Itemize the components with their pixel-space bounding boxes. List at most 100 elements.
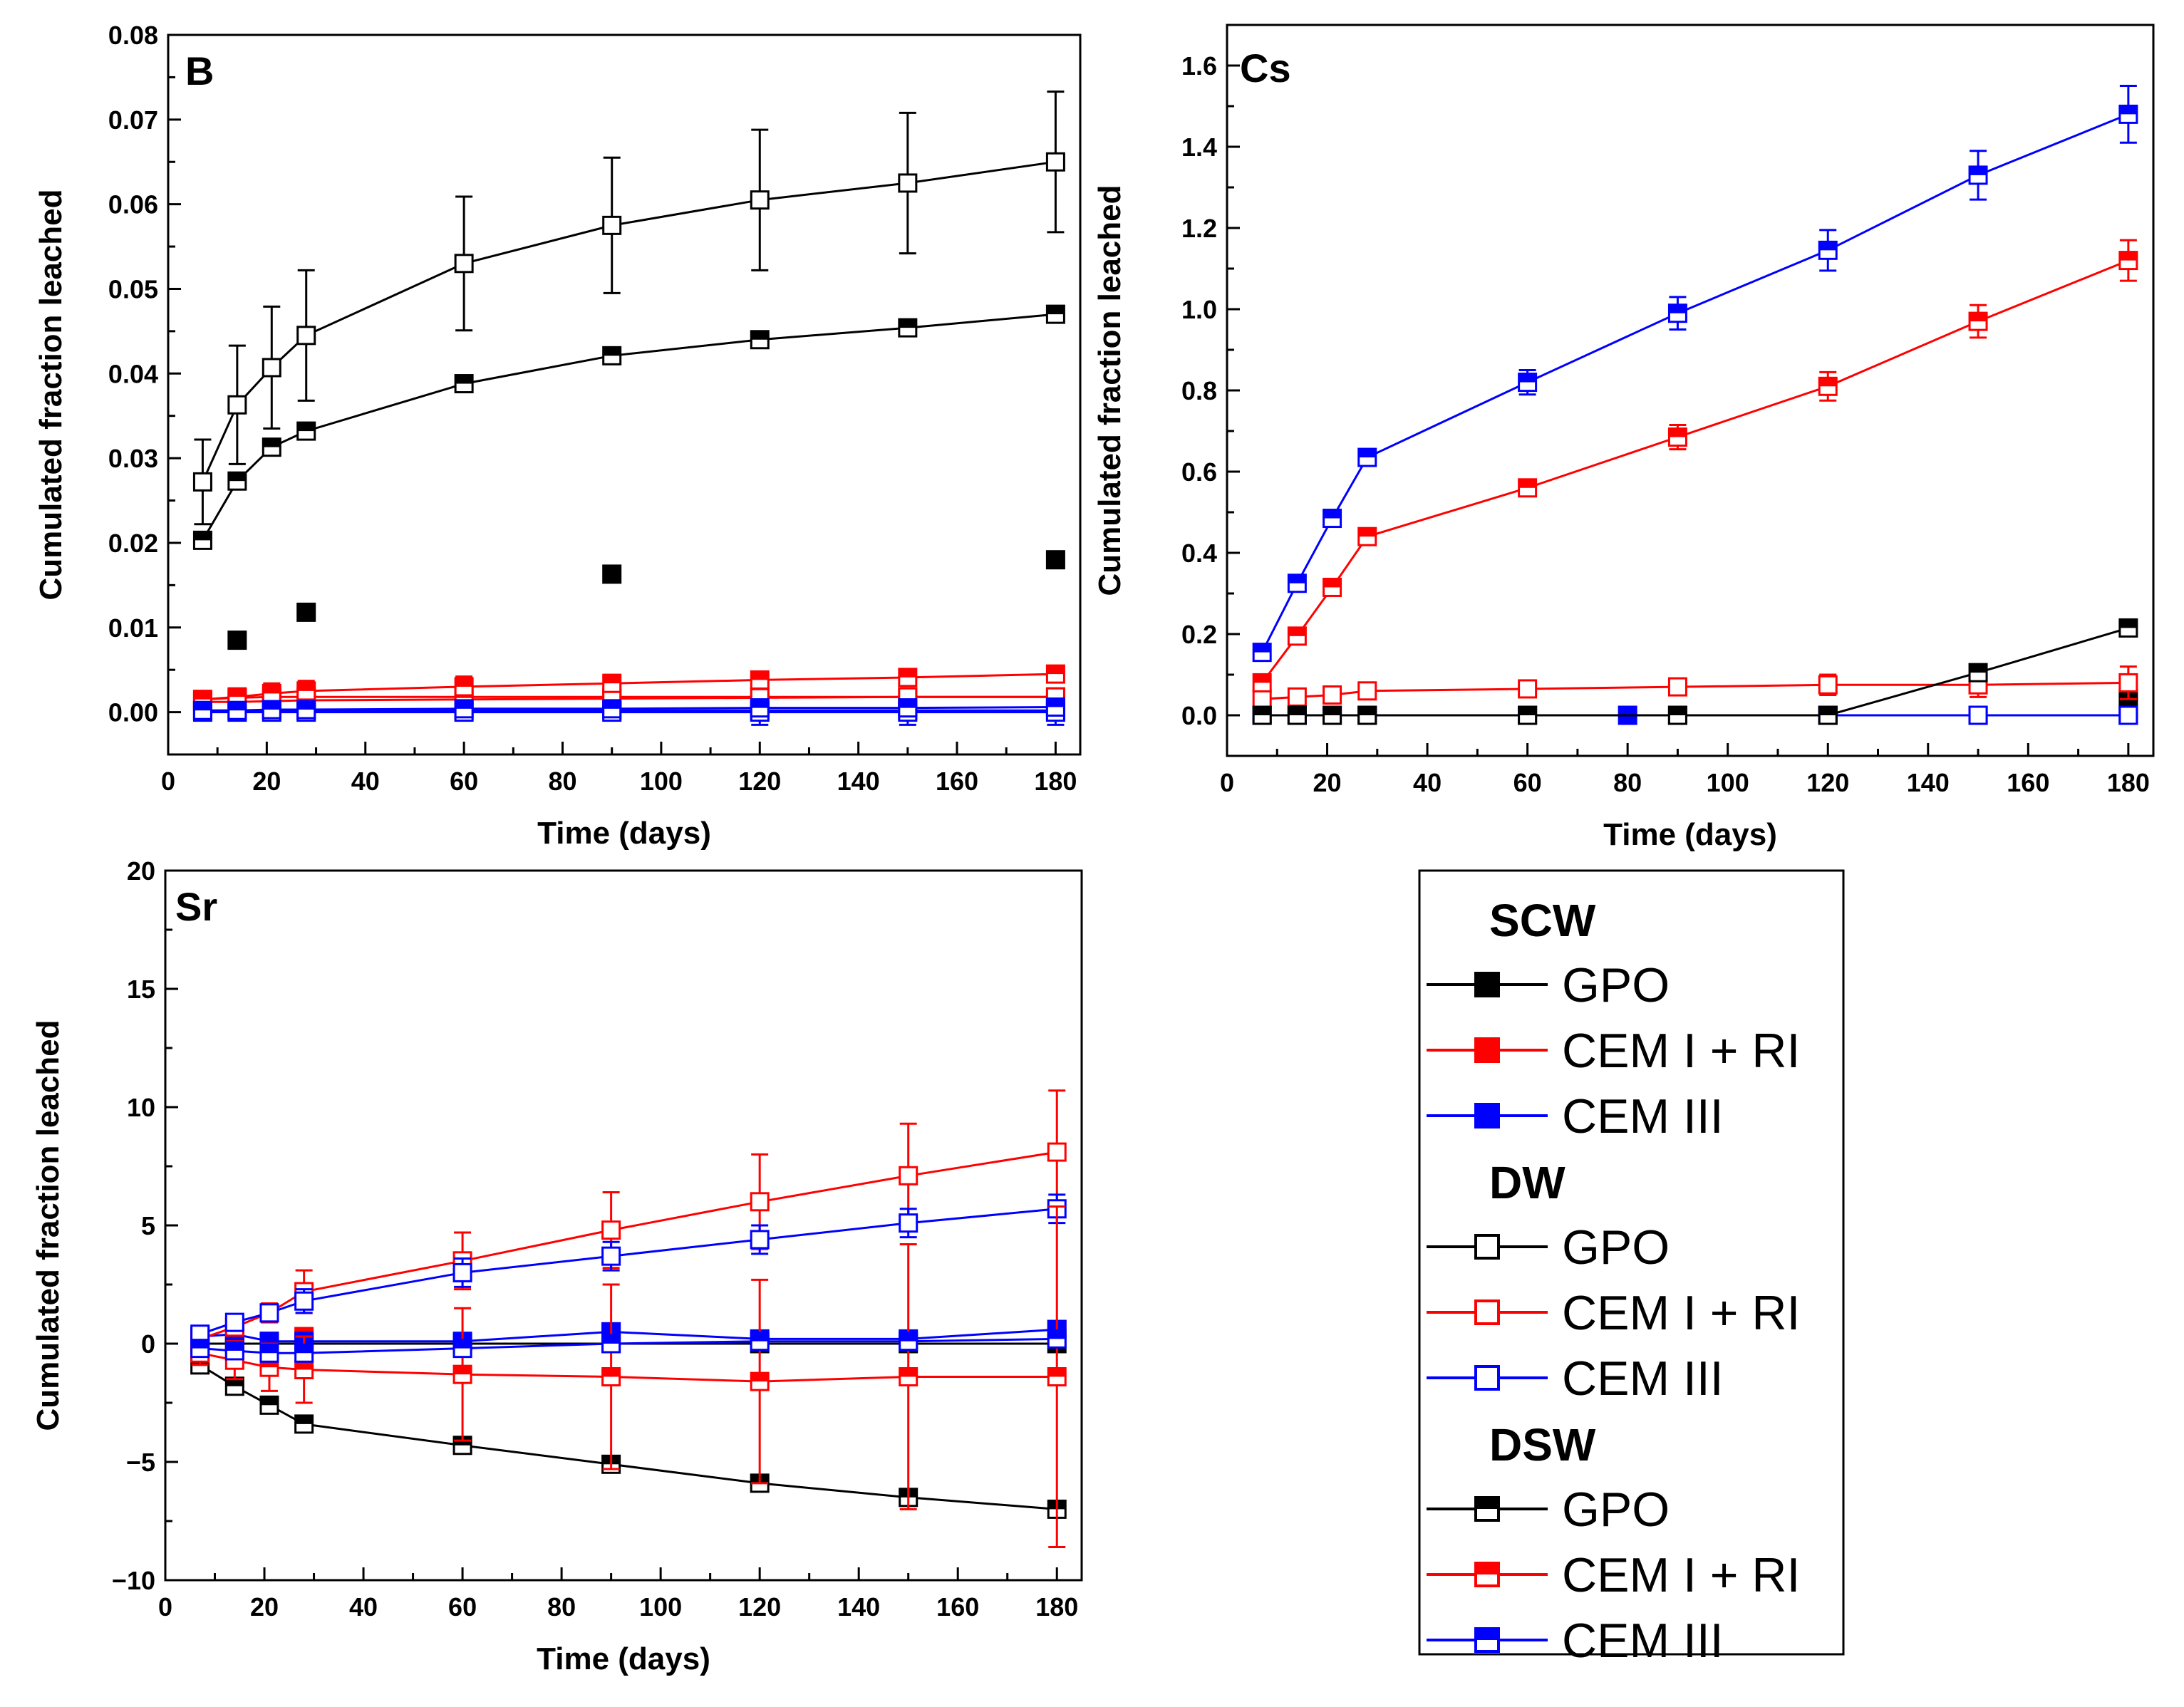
panel-cs-series-dsw-cem-i-ri-point-fill <box>1518 479 1536 488</box>
panel-b-series-dsw-gpo-point-fill <box>297 422 315 432</box>
panel-sr-series-dw-cem-iii <box>190 1193 1067 1344</box>
panel-b-series-dsw-cem-iii <box>192 697 1065 720</box>
panel-cs-xtick-label: 20 <box>1313 768 1342 797</box>
panel-b-series-dsw-gpo-point-fill <box>194 531 212 541</box>
panel-cs-series-dsw-cem-iii-line <box>1261 113 2129 653</box>
panel-cs-series-dsw-cem-iii-point-fill <box>1323 509 1341 519</box>
panel-b-series-scw-gpo <box>227 550 1065 650</box>
panel-cs-series-dsw-cem-i-ri-point-fill <box>1288 627 1306 636</box>
panel-b-xtick-label: 180 <box>1034 767 1077 796</box>
panel-b-xtick-label: 160 <box>936 767 978 796</box>
panel-b-series-dsw-gpo-line <box>202 313 1056 541</box>
panel-cs-series-dsw-cem-i-ri-point-fill <box>1323 578 1341 588</box>
panel-sr-series-dw-cem-iii-point <box>750 1230 770 1250</box>
panel-b-xtick-label: 80 <box>548 767 576 796</box>
panel-sr-series-dsw-cem-i-ri-point-fill <box>295 1361 313 1370</box>
panel-b-series-scw-gpo-point <box>227 631 247 650</box>
panel-cs-series-dsw-gpo <box>1252 618 2138 725</box>
panel-cs-ytick-label: 0.6 <box>1181 457 1217 487</box>
panel-b-xtick-label: 100 <box>640 767 683 796</box>
legend-group-scw-item-cem-iii-label: CEM III <box>1562 1089 1724 1143</box>
panel-cs-xtick-label: 120 <box>1806 768 1849 797</box>
panel-cs-ytick-label: 0.2 <box>1181 620 1217 649</box>
panel-cs-ytick-label: 1.6 <box>1181 51 1217 81</box>
legend-group-dw-item-gpo-marker <box>1474 1234 1500 1260</box>
panel-sr-xtick-label: 140 <box>837 1592 880 1622</box>
panel-b-xtick-label: 140 <box>837 767 880 796</box>
panel-cs-series-dw-cem-i-ri <box>1252 665 2138 709</box>
panel-b-series-dw-gpo-point <box>296 326 316 346</box>
panel-cs-series-dsw-gpo-point-fill <box>1288 707 1306 715</box>
panel-cs-series-dsw-cem-iii-point-fill <box>1970 166 1987 175</box>
panel-cs-series-dw-cem-i-ri-point <box>2118 673 2138 692</box>
panel-b-series-dsw-gpo-point-fill <box>603 347 621 356</box>
panel-b-series-dsw-gpo-point-fill <box>899 319 916 328</box>
panel-sr-xtick-label: 60 <box>448 1592 477 1622</box>
panel-b-series-dsw-cem-i-ri-point-fill <box>228 688 246 697</box>
panel-b-series-dw-gpo-line <box>202 160 1056 483</box>
panel-b-series-dsw-gpo <box>192 304 1065 550</box>
panel-b-series-dw-gpo-point <box>898 173 918 193</box>
legend-group-dw-item-gpo-label: GPO <box>1562 1220 1670 1275</box>
panel-sr-ytick-label: 20 <box>127 856 155 886</box>
panel-cs-xtick-label: 0 <box>1220 768 1234 797</box>
panel-sr-series-dsw-cem-iii-point-fill <box>1048 1330 1066 1339</box>
panel-b-xlabel: Time (days) <box>537 816 711 851</box>
panel-sr: 0 20 40 60 80 100 120 140 160 180 −10 −5 0 5 10 15 20 Sr T… <box>31 856 1083 1676</box>
panel-sr-title: Sr <box>175 884 217 929</box>
panel-b-series-scw-gpo-point <box>296 602 316 622</box>
panel-b-series-dsw-cem-i-ri-point-fill <box>1047 665 1065 675</box>
legend-group-dw-title: DW <box>1489 1157 1565 1208</box>
legend-group-scw-item-gpo-marker <box>1474 972 1500 997</box>
panel-b-xtick-label: 40 <box>351 767 380 796</box>
panel-cs-xtick-label: 40 <box>1413 768 1442 797</box>
panel-b-ytick-label: 0.00 <box>108 698 158 727</box>
panel-cs-series-dsw-gpo-point-fill <box>1323 707 1341 715</box>
panel-b-series-dsw-cem-iii-point-fill <box>899 699 916 708</box>
legend-group-dw-item-cem-iii-marker <box>1474 1365 1500 1391</box>
legend-group-dw-item-cem-i-ri-label: CEM I + RI <box>1562 1286 1800 1340</box>
panel-b-series-dsw-cem-iii-point-fill <box>297 701 315 710</box>
panel-b-series-dsw-cem-iii-point-fill <box>603 700 621 709</box>
panel-sr-series-scw-cem-i-ri <box>224 1319 1067 1351</box>
legend: SCW GPO CEM I + RI CEM III DW GPO CEM I + RI CE… <box>1418 869 1845 1668</box>
panel-b-ytick-label: 0.03 <box>108 444 158 473</box>
panel-b-ytick-label: 0.07 <box>108 105 158 135</box>
panel-cs-title: Cs <box>1240 46 1291 90</box>
panel-cs-series-dw-cem-i-ri-point <box>1357 681 1377 701</box>
panel-sr-series-dsw-cem-iii-point-fill <box>260 1344 278 1354</box>
panel-cs-series-dsw-gpo-point-fill <box>1970 664 1987 673</box>
panel-sr-ytick-label: 5 <box>141 1211 155 1240</box>
panel-cs-xtick-label: 180 <box>2107 768 2150 797</box>
panel-cs-series-dw-cem-i-ri-line <box>1262 681 2128 700</box>
panel-cs-series-dsw-cem-iii <box>1252 85 2138 663</box>
panel-cs-ytick-label: 0.8 <box>1181 376 1217 405</box>
panel-b-series-dsw-cem-iii-point-fill <box>263 701 281 710</box>
panel-b-series-dsw-cem-iii-point-fill <box>751 699 769 708</box>
panel-sr-series-dw-cem-iii-point <box>899 1213 918 1233</box>
panel-cs-xtick-label: 100 <box>1707 768 1749 797</box>
chart-panels: 0 20 40 60 80 100 120 140 160 1800.000.010.020.03… <box>31 21 2155 1676</box>
panel-b-ytick-label: 0.02 <box>108 529 158 558</box>
panel-sr-series-dsw-cem-i-ri-point-fill <box>751 1373 769 1382</box>
panel-b-series-dsw-cem-i-ri-point-fill <box>455 678 473 687</box>
legend-group-dsw-item-cem-iii-marker-fill <box>1476 1629 1499 1640</box>
panel-cs-series-dsw-cem-i-ri-point-fill <box>2119 251 2137 261</box>
panel-b-xtick-label: 20 <box>252 767 281 796</box>
panel-cs-series-dsw-cem-iii-point-fill <box>1819 242 1837 251</box>
panel-cs-series-dsw-cem-iii-point-fill <box>2119 105 2137 115</box>
panel-b-frame <box>167 33 1082 756</box>
panel-cs-series-dsw-cem-i-ri-point-fill <box>1253 674 1271 683</box>
panel-sr-xtick-label: 80 <box>547 1592 576 1622</box>
panel-sr-series-dsw-cem-i-ri-line <box>200 1351 1057 1383</box>
panel-b-series-dw-gpo-point <box>602 215 622 235</box>
panel-cs-ytick-label: 0.0 <box>1181 701 1217 730</box>
panel-sr-series-dw-cem-iii-point <box>294 1291 314 1311</box>
panel-b-xtick-label: 120 <box>738 767 781 796</box>
panel-sr-series-dsw-cem-iii-point-fill <box>295 1344 313 1354</box>
panel-sr-ytick-label: 0 <box>141 1329 155 1359</box>
panel-sr-series-dsw-cem-iii-point-fill <box>602 1335 620 1344</box>
panel-sr-series-dw-cem-i-ri-point <box>750 1192 770 1212</box>
panel-b-ytick-label: 0.01 <box>108 613 158 643</box>
